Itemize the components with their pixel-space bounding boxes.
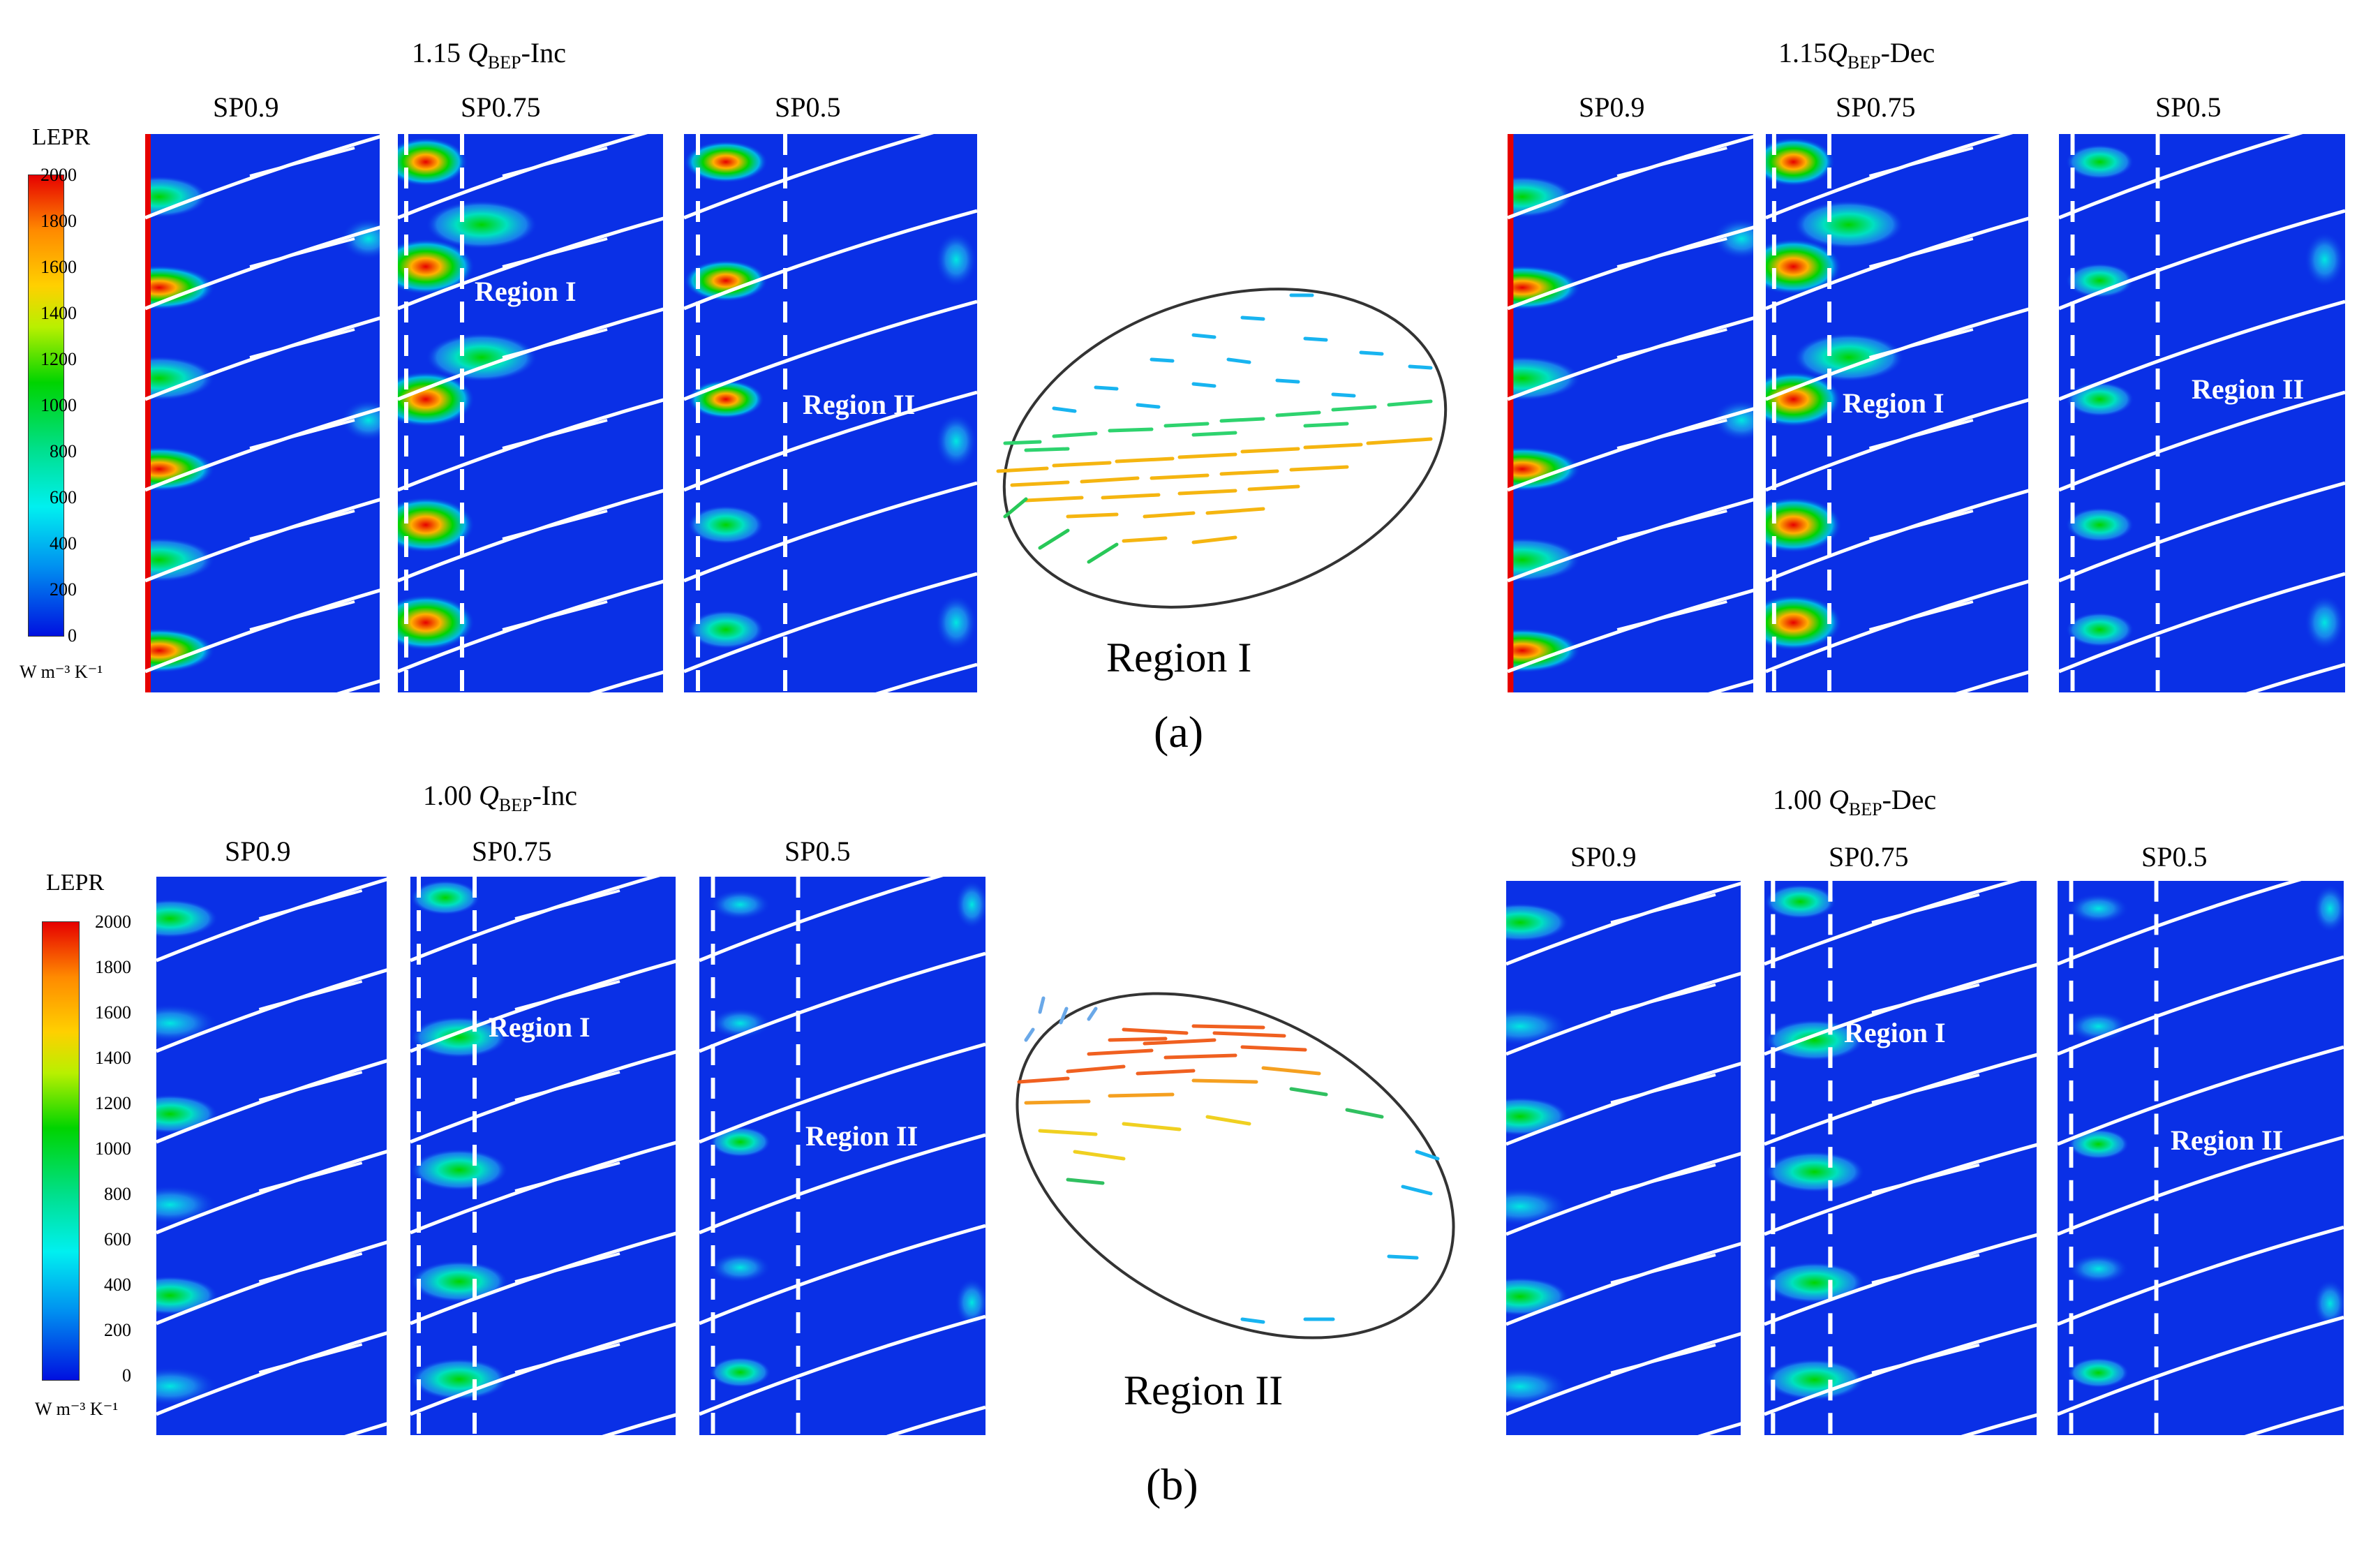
row-b-dec-sp05-panel	[2058, 881, 2344, 1435]
contour-plot	[1764, 881, 2037, 1435]
colorbar-tick: 1600	[40, 257, 77, 277]
row-a-dec-sp075-panel	[1766, 134, 2028, 692]
row-b-dec-sp05-label: SP0.5	[2141, 841, 2208, 873]
row-b-dec-region2-label: Region II	[2171, 1124, 2284, 1156]
title-q: Q	[1829, 784, 1849, 815]
row-b-inc-sp09-panel	[156, 877, 387, 1435]
colorbar-tick: 400	[104, 1275, 131, 1295]
row-b-dec-sp075-label: SP0.75	[1829, 841, 1909, 873]
title-sub: BEP	[1848, 799, 1882, 819]
row-b-inc-sp075-panel	[410, 877, 676, 1435]
contour-plot	[398, 134, 663, 692]
row-a-dec-sp075-label: SP0.75	[1836, 91, 1916, 123]
contour-plot	[410, 877, 676, 1435]
colorbar-tick: 600	[50, 487, 77, 507]
title-prefix: 1.15	[412, 37, 468, 68]
colorbar-tick: 400	[50, 533, 77, 554]
row-b-dec-sp09-panel	[1506, 881, 1741, 1435]
colorbar-tick: 1400	[40, 303, 77, 323]
row-b-region-callout: Region II	[1124, 1367, 1284, 1413]
title-q: Q	[468, 37, 488, 68]
row-b-sublabel: (b)	[1146, 1460, 1198, 1509]
title-sub: BEP	[498, 795, 533, 815]
title-prefix: 1.00	[1773, 784, 1829, 815]
row-a-sp075-label: SP0.75	[461, 91, 541, 123]
row-b-left-title: 1.00 QBEP-Inc	[423, 779, 577, 816]
title-sub: BEP	[487, 52, 521, 73]
row-b-colorbar-unit: W m⁻³ K⁻¹	[35, 1399, 119, 1419]
velocity-vectors	[1017, 996, 1440, 1324]
row-a-inc-sp075-panel	[398, 134, 663, 692]
contour-plot	[145, 134, 380, 692]
contour-plot	[1506, 881, 1741, 1435]
row-a-dec-region2-label: Region II	[2192, 373, 2305, 405]
row-b-inc-sp05-panel	[699, 877, 986, 1435]
colorbar-tick: 1200	[95, 1093, 131, 1113]
colorbar-tick: 1400	[95, 1048, 131, 1068]
colorbar-tick: 200	[50, 579, 77, 600]
title-suffix: -Inc	[532, 780, 577, 811]
row-b-region2-vector-oval	[1016, 992, 1455, 1339]
title-suffix: -Dec	[1882, 784, 1937, 815]
colorbar-tick: 1200	[40, 349, 77, 369]
row-b-dec-sp09-label: SP0.9	[1570, 841, 1637, 873]
row-a-sublabel: (a)	[1154, 707, 1204, 757]
contour-plot	[699, 877, 986, 1435]
title-sub: BEP	[1847, 52, 1881, 73]
colorbar-tick: 0	[68, 625, 77, 646]
row-b-dec-region1-label: Region I	[1844, 1017, 1946, 1048]
velocity-vectors	[996, 293, 1433, 564]
row-a-right-title: 1.15QBEP-Dec	[1778, 36, 1935, 73]
row-a-region-callout: Region I	[1106, 634, 1252, 681]
row-b-sp09-label: SP0.9	[225, 836, 291, 867]
title-q: Q	[1827, 37, 1847, 68]
row-a-colorbar-title: LEPR	[32, 124, 91, 150]
title-q: Q	[479, 780, 499, 811]
colorbar-tick: 1800	[95, 957, 131, 977]
colorbar-tick: 200	[104, 1320, 131, 1340]
colorbar-tick: 1800	[40, 211, 77, 231]
colorbar-tick: 0	[122, 1365, 131, 1386]
row-b-sp05-label: SP0.5	[784, 836, 851, 867]
row-a-dec-sp05-panel	[2059, 134, 2345, 692]
title-prefix: 1.15	[1778, 37, 1827, 68]
row-a-sp09-label: SP0.9	[213, 91, 279, 123]
row-a-sp05-label: SP0.5	[775, 91, 841, 123]
title-suffix: -Inc	[521, 37, 566, 68]
title-suffix: -Dec	[1880, 37, 1935, 68]
row-a-inc-sp05-panel	[684, 134, 977, 692]
contour-plot	[2059, 134, 2345, 692]
row-b-sp075-label: SP0.75	[472, 836, 552, 867]
contour-plot	[156, 877, 387, 1435]
row-b-region1-label: Region I	[489, 1011, 590, 1043]
colorbar-tick: 800	[50, 441, 77, 461]
row-a-region2-label: Region II	[803, 389, 916, 420]
row-a-dec-sp05-label: SP0.5	[2155, 91, 2222, 123]
row-a-left-title: 1.15 QBEP-Inc	[412, 36, 566, 73]
colorbar-tick: 1600	[95, 1002, 131, 1023]
row-a-colorbar	[28, 175, 64, 637]
colorbar-tick: 800	[104, 1184, 131, 1204]
row-a-region1-label: Region I	[475, 276, 577, 307]
row-a-dec-region1-label: Region I	[1843, 387, 1944, 419]
row-b-region2-label: Region II	[805, 1120, 918, 1152]
row-b-colorbar-title: LEPR	[46, 870, 105, 896]
colorbar-tick: 2000	[95, 912, 131, 932]
row-a-dec-sp09-panel	[1508, 134, 1753, 692]
row-a-dec-sp09-label: SP0.9	[1579, 91, 1645, 123]
row-a-inc-sp09-panel	[145, 134, 380, 692]
row-a-colorbar-unit: W m⁻³ K⁻¹	[20, 662, 103, 682]
row-b-dec-sp075-panel	[1764, 881, 2037, 1435]
colorbar-tick: 2000	[40, 165, 77, 185]
contour-plot	[2058, 881, 2344, 1435]
row-b-colorbar	[42, 921, 80, 1381]
contour-plot	[1508, 134, 1753, 692]
colorbar-tick: 600	[104, 1229, 131, 1249]
title-prefix: 1.00	[423, 780, 479, 811]
row-b-right-title: 1.00 QBEP-Dec	[1773, 783, 1936, 820]
colorbar-tick: 1000	[40, 395, 77, 415]
colorbar-tick: 1000	[95, 1138, 131, 1159]
row-a-region1-vector-oval	[996, 288, 1448, 609]
